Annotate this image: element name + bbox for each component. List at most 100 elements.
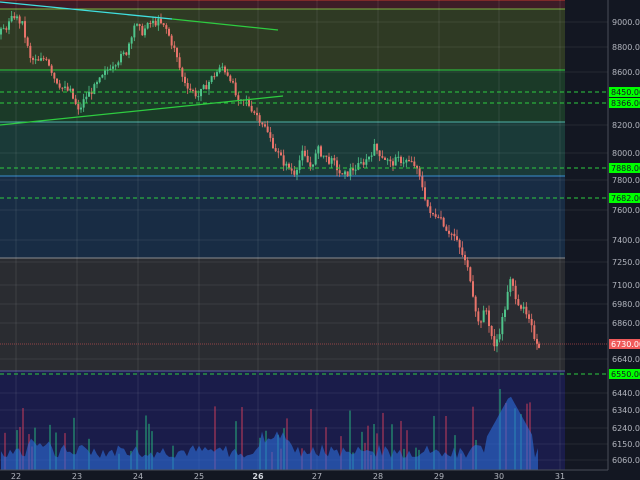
candle-down <box>32 57 34 60</box>
price-tag-label: 6550.00 <box>611 370 640 379</box>
candle-down <box>325 155 328 157</box>
candle-up <box>146 23 149 29</box>
candle-down <box>90 91 93 94</box>
level-lines-layer[interactable] <box>0 91 608 375</box>
candle-up <box>114 65 117 67</box>
price-axis-label: 7400.00 <box>612 236 640 245</box>
candle-down <box>37 59 40 61</box>
candle-up <box>98 77 101 83</box>
volume-bar <box>55 432 57 470</box>
descending-resistance-cyan[interactable] <box>0 1 173 20</box>
candle-up <box>130 37 133 44</box>
volume-bar <box>406 430 408 470</box>
candle-down <box>74 98 77 105</box>
descending-resistance-green[interactable] <box>171 18 279 31</box>
candle-down <box>304 150 306 156</box>
candle-down <box>445 226 448 231</box>
candle-down <box>50 65 53 73</box>
candle-up <box>354 169 357 171</box>
price-axis-label: 7800.00 <box>612 176 640 185</box>
candle-up <box>40 58 42 61</box>
time-axis[interactable]: 22 23 24 25 26 27 28 29 30 31 <box>0 469 608 480</box>
candle-down <box>466 260 469 268</box>
volume-bar <box>376 433 378 470</box>
candle-down <box>184 76 186 83</box>
candle-down <box>256 112 258 116</box>
candle-down <box>533 325 536 339</box>
candle-down <box>288 163 290 169</box>
price-tag <box>609 87 640 97</box>
price-axis-label: 6860.00 <box>612 319 640 328</box>
candle-down <box>237 95 240 100</box>
candle-up <box>197 96 200 98</box>
candle-up <box>82 99 85 108</box>
candle-up <box>157 18 160 26</box>
time-axis-label: 31 <box>555 472 565 480</box>
candle-down <box>154 20 157 26</box>
candle-up <box>357 163 360 170</box>
price-tag <box>609 98 640 108</box>
candle-down <box>178 57 181 68</box>
candle-down <box>48 59 50 66</box>
candle-down <box>138 24 141 26</box>
candle-up <box>394 157 397 166</box>
candle-down <box>474 296 477 312</box>
gray-zone <box>0 258 565 371</box>
candle-down <box>472 281 474 297</box>
candle-down <box>328 156 330 164</box>
trendlines-layer[interactable] <box>0 1 284 126</box>
candle-up <box>152 20 154 24</box>
candle-down <box>160 18 162 24</box>
price-axis[interactable]: 9000.00 8800.00 8600.00 8200.00 8000.00 7800.… <box>607 0 640 470</box>
price-axis-label: 6980.00 <box>612 300 640 309</box>
candle-up <box>482 310 485 323</box>
candle-down <box>488 310 490 326</box>
candle-up <box>506 291 509 310</box>
candle-down <box>264 124 266 127</box>
candle-down <box>13 15 16 19</box>
candle-down <box>336 160 338 171</box>
candle-down <box>226 72 229 76</box>
candle-down <box>181 67 184 77</box>
candle-down <box>29 45 32 58</box>
candle-down <box>280 152 282 156</box>
candle-down <box>464 254 466 261</box>
price-axis-label: 6240.00 <box>612 424 640 433</box>
price-tags-layer: 8450.00 8366.00 7888.00 7682.00 6730.00 6550.… <box>609 87 640 379</box>
time-axis-label: 22 <box>11 472 21 480</box>
candle-up <box>496 339 498 347</box>
candle-down <box>538 343 540 348</box>
candle-up <box>365 159 368 165</box>
candle-down <box>450 233 453 235</box>
candle-down <box>176 47 178 58</box>
candle-up <box>69 88 72 91</box>
volume-bar <box>310 408 312 470</box>
price-tag <box>609 193 640 203</box>
olive-zone <box>0 9 565 70</box>
candle-up <box>80 107 82 110</box>
price-tag-label: 6730.00 <box>611 340 640 349</box>
price-tag-label: 8366.00 <box>611 99 640 108</box>
candle-up <box>504 309 506 317</box>
candle-up <box>133 25 136 38</box>
candle-down <box>229 75 232 82</box>
candle-down <box>416 165 418 169</box>
candle-up <box>64 86 66 88</box>
candle-up <box>112 66 114 69</box>
price-axis-label: 7250.00 <box>612 258 640 267</box>
candle-down <box>384 157 386 160</box>
volume-bar <box>73 417 75 470</box>
candle-up <box>144 28 146 36</box>
volume-bar <box>214 406 216 470</box>
candle-down <box>440 217 442 219</box>
red-zone <box>0 0 565 9</box>
candle-down <box>480 321 482 323</box>
candle-down <box>53 72 56 79</box>
candle-up <box>216 72 218 77</box>
price-axis-label: 9000.00 <box>612 18 640 27</box>
ascending-support[interactable] <box>0 95 284 126</box>
price-axis-label: 6150.00 <box>612 440 640 449</box>
candle-down <box>192 90 194 92</box>
candle-down <box>125 52 128 55</box>
